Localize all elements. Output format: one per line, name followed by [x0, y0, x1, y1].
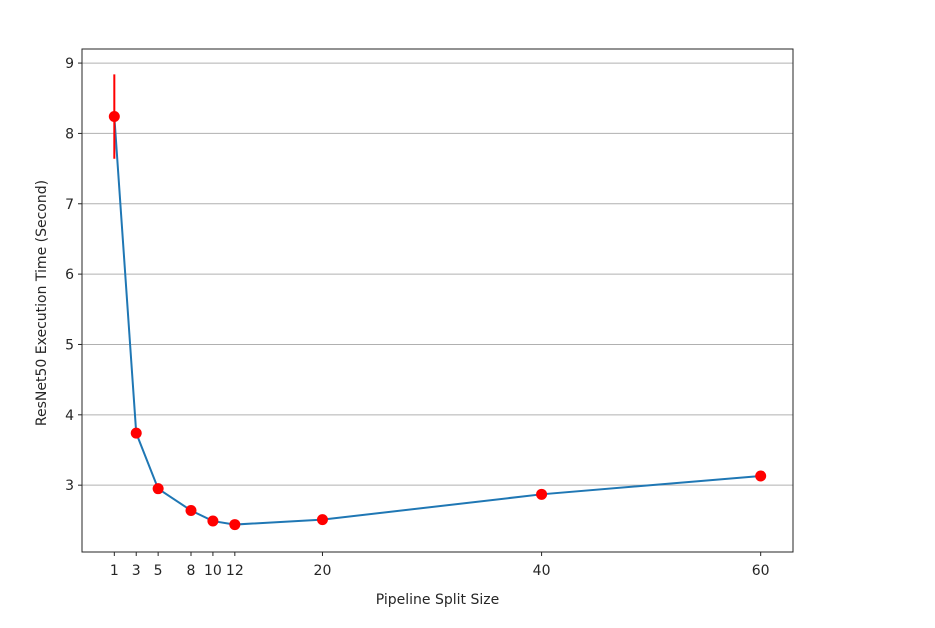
plot-frame — [81, 48, 794, 553]
y-tick-label: 4 — [65, 408, 74, 424]
y-tick-label: 3 — [65, 478, 74, 494]
x-tick-label: 60 — [752, 563, 770, 579]
data-point — [316, 514, 328, 526]
data-point — [130, 427, 142, 439]
y-tick-label: 5 — [65, 337, 74, 353]
data-point — [536, 488, 548, 500]
x-tick-label: 3 — [132, 563, 141, 579]
y-tick-label: 9 — [65, 56, 74, 72]
y-tick-label: 6 — [65, 267, 74, 283]
x-tick-label: 5 — [154, 563, 163, 579]
data-point — [108, 111, 120, 123]
series-layer — [108, 74, 767, 531]
x-tick-label: 8 — [187, 563, 196, 579]
data-point — [207, 515, 219, 527]
x-axis-label: Pipeline Split Size — [376, 592, 499, 608]
grid-layer — [82, 62, 793, 486]
y-tick-label: 7 — [65, 197, 74, 213]
y-axis-label: ResNet50 Execution Time (Second) — [34, 180, 50, 426]
data-point — [185, 504, 197, 516]
x-tick-label: 10 — [204, 563, 222, 579]
x-tick-label: 1 — [110, 563, 119, 579]
y-tick-label: 8 — [65, 126, 74, 142]
data-point — [229, 519, 241, 531]
x-tick-label: 12 — [226, 563, 244, 579]
data-point — [755, 470, 767, 482]
x-tick-label: 40 — [533, 563, 551, 579]
data-point — [152, 483, 164, 495]
x-tick-label: 20 — [314, 563, 332, 579]
